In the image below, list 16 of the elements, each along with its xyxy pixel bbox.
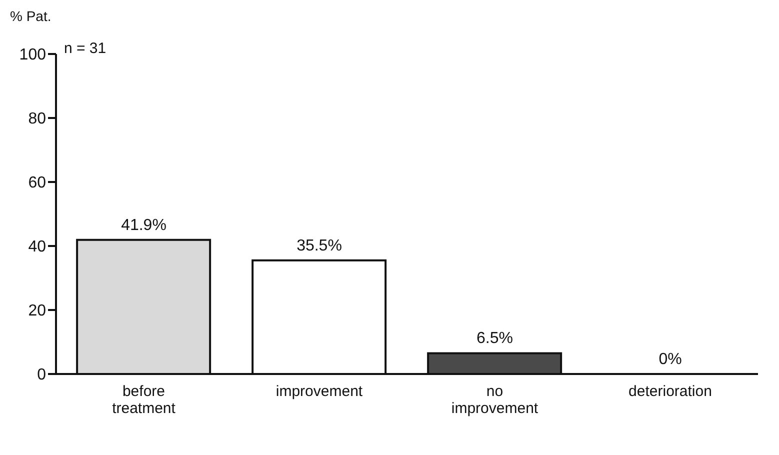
y-tick-label: 60 bbox=[28, 174, 46, 192]
y-tick-label: 0 bbox=[37, 366, 46, 384]
data-label: 6.5% bbox=[476, 330, 513, 348]
y-tick-label: 20 bbox=[28, 302, 46, 320]
y-tick-label: 40 bbox=[28, 238, 46, 256]
x-tick-label: deterioration bbox=[628, 383, 712, 400]
x-tick-label: improvement bbox=[276, 383, 364, 400]
y-axis-title: % Pat. bbox=[10, 8, 52, 24]
annotation: n = 31 bbox=[64, 40, 106, 57]
x-tick-label: before treatment bbox=[112, 383, 176, 417]
x-tick-label: no improvement bbox=[451, 383, 539, 417]
data-label: 41.9% bbox=[121, 216, 166, 234]
data-label: 35.5% bbox=[296, 237, 342, 254]
data-label: 0% bbox=[658, 351, 682, 368]
y-tick-label: 80 bbox=[28, 110, 46, 128]
y-tick-label: 100 bbox=[19, 46, 46, 64]
